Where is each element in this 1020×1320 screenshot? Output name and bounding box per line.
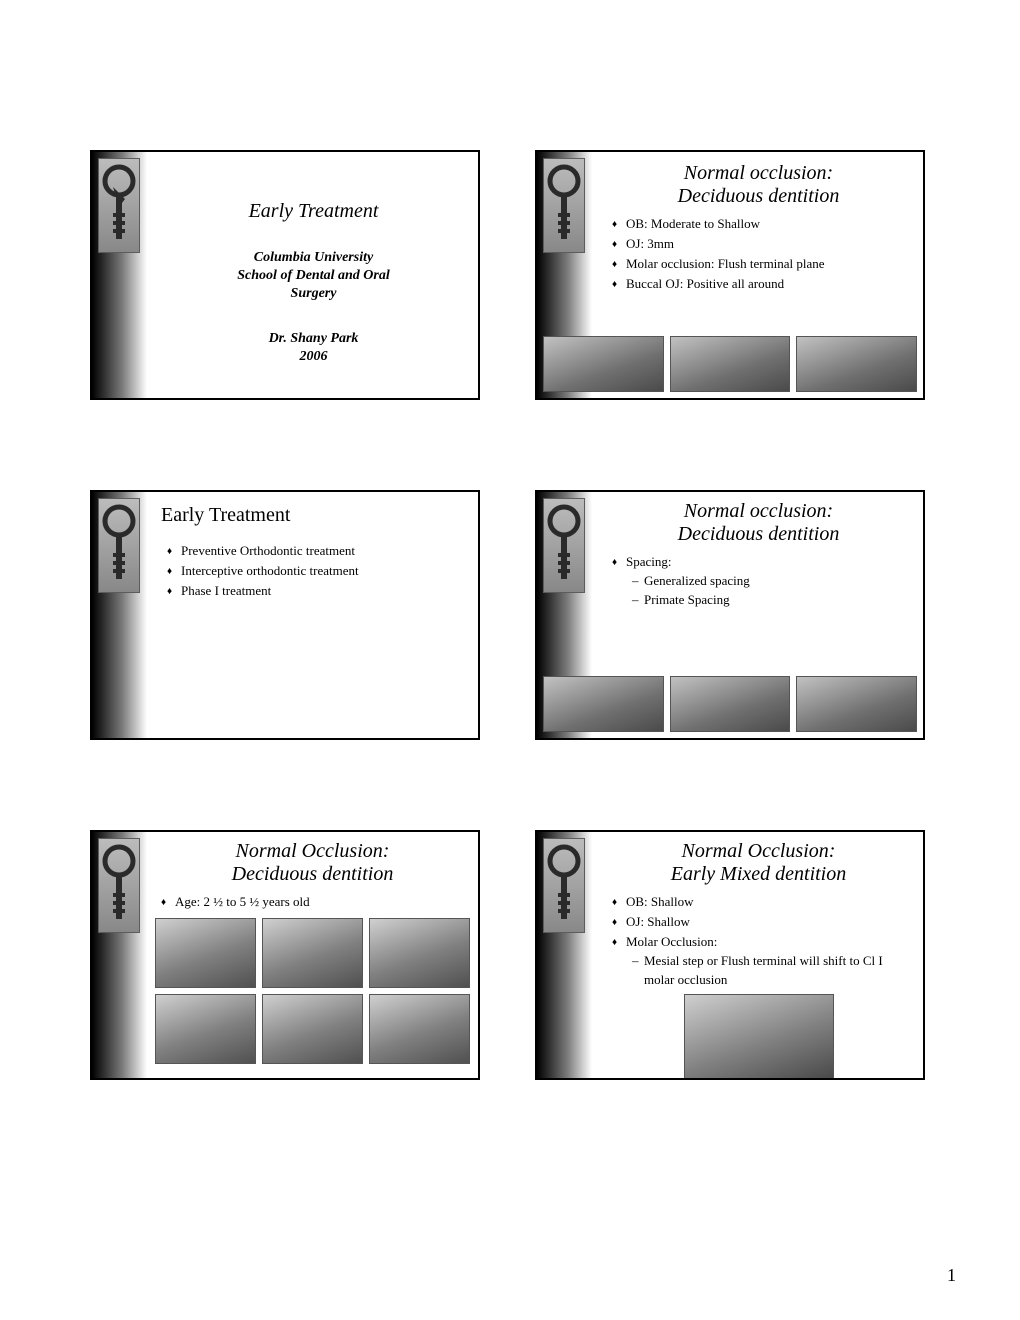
page-number: 1 bbox=[947, 1265, 956, 1286]
subtitle-block: Columbia University School of Dental and… bbox=[161, 249, 466, 304]
title-line: Deciduous dentition bbox=[678, 523, 840, 545]
sub-bullet-list: Mesial step or Flush terminal will shift… bbox=[606, 952, 911, 990]
slide-4: Normal occlusion: Deciduous dentition Sp… bbox=[535, 490, 925, 740]
bullet-item: Buccal OJ: Positive all around bbox=[612, 274, 911, 294]
slide-title: Normal Occlusion: Early Mixed dentition bbox=[606, 840, 911, 886]
title-line: Early Mixed dentition bbox=[671, 863, 847, 885]
dental-photo bbox=[796, 336, 917, 392]
slide-sidebar bbox=[92, 152, 147, 398]
bullet-item: OJ: 3mm bbox=[612, 234, 911, 254]
title-line: Normal Occlusion: bbox=[682, 840, 836, 862]
slide-title: Normal Occlusion: Deciduous dentition bbox=[155, 840, 470, 886]
key-icon bbox=[98, 838, 140, 933]
slide-grid: Early Treatment Columbia University Scho… bbox=[90, 150, 925, 1080]
slide-5: Normal Occlusion: Deciduous dentition Ag… bbox=[90, 830, 480, 1080]
sub-bullet-item: Primate Spacing bbox=[632, 591, 911, 610]
dental-photo bbox=[543, 336, 664, 392]
bullet-item: Molar Occlusion: bbox=[612, 932, 911, 952]
bullet-list: Age: 2 ½ to 5 ½ years old bbox=[155, 892, 470, 912]
dental-photo bbox=[262, 994, 363, 1064]
key-icon bbox=[543, 838, 585, 933]
slide-2: Normal occlusion: Deciduous dentition OB… bbox=[535, 150, 925, 400]
slide-sidebar bbox=[92, 832, 147, 1078]
image-grid bbox=[155, 918, 470, 1064]
face-photo bbox=[155, 918, 256, 988]
face-photo bbox=[369, 918, 470, 988]
sub-bullet-list: Generalized spacing Primate Spacing bbox=[606, 572, 911, 610]
title-line: Normal occlusion: bbox=[684, 500, 833, 522]
dental-photo bbox=[684, 994, 834, 1080]
author: Dr. Shany Park bbox=[161, 330, 466, 348]
face-photo bbox=[262, 918, 363, 988]
key-icon bbox=[98, 158, 140, 253]
dental-photo bbox=[796, 676, 917, 732]
bullet-list: OB: Shallow OJ: Shallow Molar Occlusion: bbox=[606, 892, 911, 952]
subtitle-line: School of Dental and Oral bbox=[161, 267, 466, 285]
key-icon bbox=[543, 498, 585, 593]
bullet-item: Molar occlusion: Flush terminal plane bbox=[612, 254, 911, 274]
image-row bbox=[537, 676, 923, 732]
slide-title: Normal occlusion: Deciduous dentition bbox=[606, 162, 911, 208]
bullet-item: Phase I treatment bbox=[167, 581, 466, 601]
key-icon bbox=[543, 158, 585, 253]
bullet-list: OB: Moderate to Shallow OJ: 3mm Molar oc… bbox=[606, 214, 911, 295]
dental-photo bbox=[670, 676, 791, 732]
dental-photo bbox=[155, 994, 256, 1064]
slide-title: Early Treatment bbox=[161, 200, 466, 223]
slide-1: Early Treatment Columbia University Scho… bbox=[90, 150, 480, 400]
bullet-item: Interceptive orthodontic treatment bbox=[167, 561, 466, 581]
subtitle-line: Columbia University bbox=[161, 249, 466, 267]
bullet-item: OB: Moderate to Shallow bbox=[612, 214, 911, 234]
title-line: Normal occlusion: bbox=[684, 162, 833, 184]
key-icon bbox=[98, 498, 140, 593]
bullet-list: Preventive Orthodontic treatment Interce… bbox=[161, 541, 466, 601]
slide-3: Early Treatment Preventive Orthodontic t… bbox=[90, 490, 480, 740]
bullet-item: Age: 2 ½ to 5 ½ years old bbox=[161, 892, 470, 912]
slide-sidebar bbox=[92, 492, 147, 738]
bullet-list: Spacing: bbox=[606, 552, 911, 572]
bullet-item: OB: Shallow bbox=[612, 892, 911, 912]
dental-photo bbox=[369, 994, 470, 1064]
slide-sidebar bbox=[537, 832, 592, 1078]
title-line: Normal Occlusion: bbox=[236, 840, 390, 862]
bullet-item: OJ: Shallow bbox=[612, 912, 911, 932]
sub-bullet-item: Mesial step or Flush terminal will shift… bbox=[632, 952, 911, 990]
image-row bbox=[537, 336, 923, 392]
title-line: Deciduous dentition bbox=[232, 863, 394, 885]
slide-title: Early Treatment bbox=[161, 504, 466, 527]
slide-6: Normal Occlusion: Early Mixed dentition … bbox=[535, 830, 925, 1080]
sub-bullet-item: Generalized spacing bbox=[632, 572, 911, 591]
bullet-item: Spacing: bbox=[612, 552, 911, 572]
year: 2006 bbox=[161, 348, 466, 366]
slide-title: Normal occlusion: Deciduous dentition bbox=[606, 500, 911, 546]
dental-photo bbox=[670, 336, 791, 392]
handout-page: Early Treatment Columbia University Scho… bbox=[0, 0, 1020, 1320]
dental-photo bbox=[543, 676, 664, 732]
subtitle-line: Surgery bbox=[161, 285, 466, 303]
title-line: Deciduous dentition bbox=[678, 185, 840, 207]
bullet-item: Preventive Orthodontic treatment bbox=[167, 541, 466, 561]
